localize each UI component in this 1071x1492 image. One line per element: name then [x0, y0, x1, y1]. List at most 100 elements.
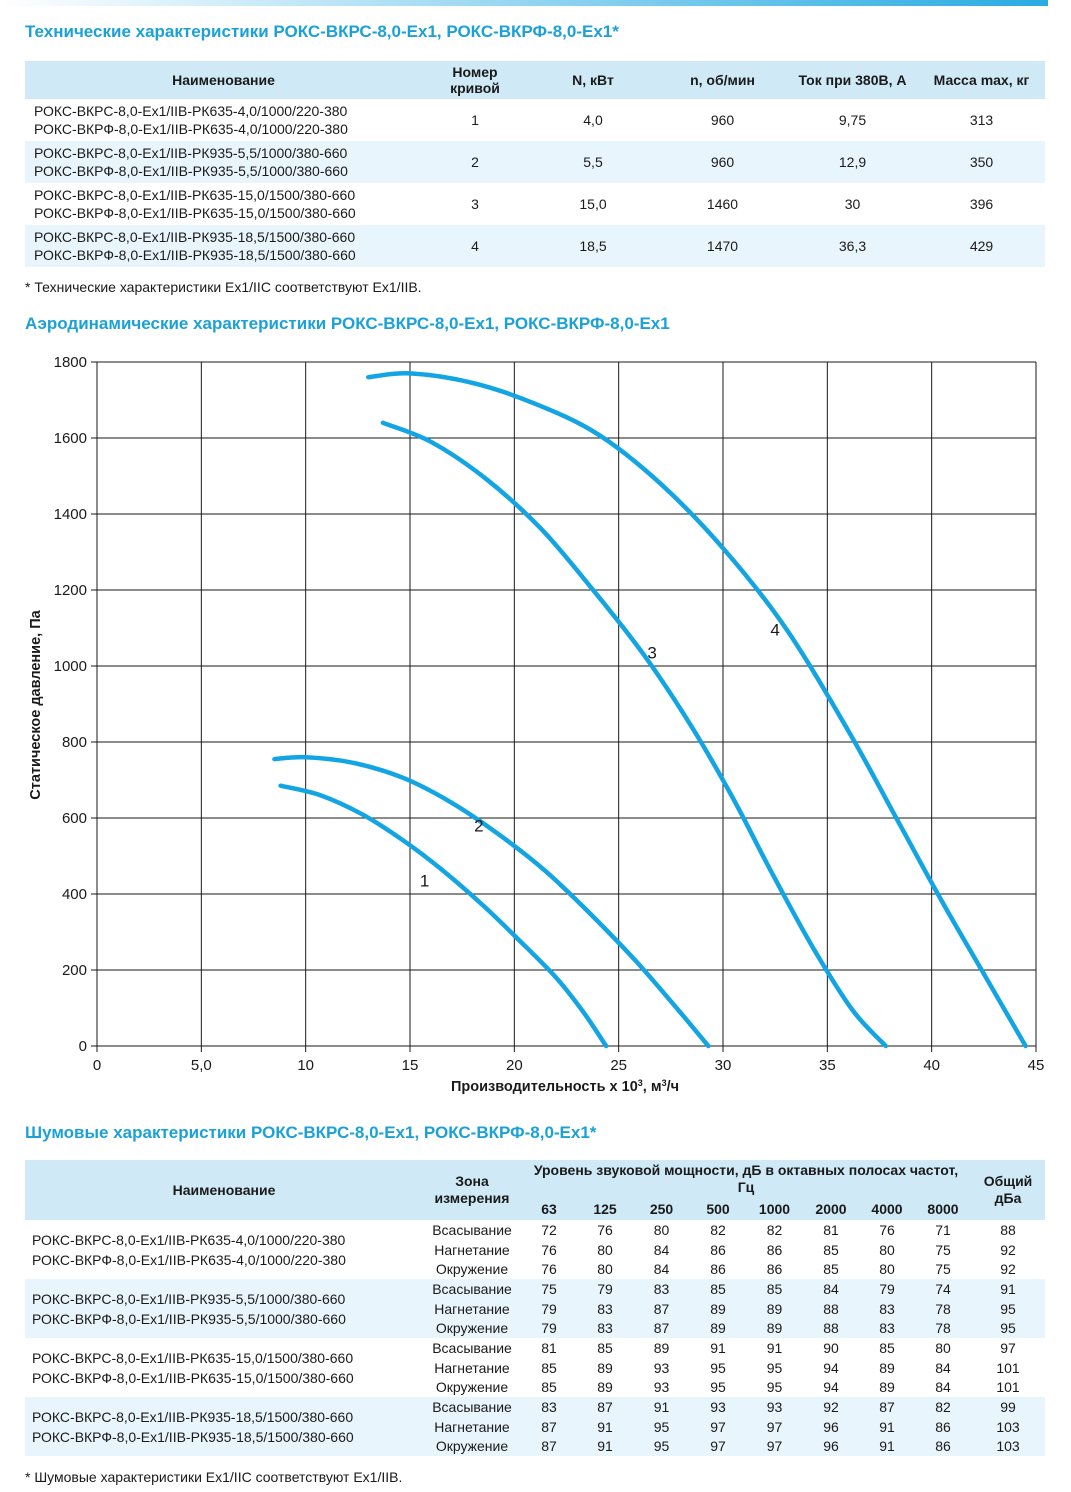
noise-level-value: 82 [766, 1221, 783, 1238]
noise-level-value: 85 [746, 1279, 803, 1299]
noise-zone: Окружение [435, 1379, 509, 1396]
noise-level-value: 91 [577, 1416, 633, 1437]
freq-250: 250 [633, 1198, 690, 1220]
x-tick-label: 20 [506, 1057, 523, 1074]
y-tick-label: 400 [62, 886, 87, 903]
freq-4000: 4000 [859, 1198, 915, 1220]
noise-model-name-line2: РОКС-ВКРФ-8,0-Ex1/IIB-РК935-18,5/1500/38… [32, 1428, 354, 1445]
spec-current: 30 [844, 196, 861, 212]
noise-model-name: РОКС-ВКРС-8,0-Ex1/IIB-РК635-15,0/1500/38… [25, 1338, 423, 1397]
noise-total-value: 92 [1000, 1241, 1016, 1258]
noise-table: Наименование Зона измерения Уровень звук… [25, 1160, 1045, 1457]
curve-label-2: 2 [474, 816, 483, 835]
freq-8000: 8000 [915, 1198, 971, 1220]
noise-level-value: 81 [823, 1221, 839, 1238]
noise-level-value: 83 [859, 1318, 915, 1339]
noise-level-value: 91 [577, 1436, 633, 1457]
noise-level-value: 86 [766, 1261, 783, 1278]
noise-level-value: 95 [633, 1416, 690, 1437]
noise-level-value: 86 [766, 1241, 783, 1258]
noise-zone: Всасывание [432, 1339, 512, 1356]
noise-level-value: 83 [521, 1397, 577, 1417]
spec-header-mass: Масса max, кг [918, 61, 1045, 99]
noise-row: РОКС-ВКРС-8,0-Ex1/IIB-РК635-4,0/1000/220… [25, 1220, 1045, 1268]
noise-level-value: 72 [541, 1221, 557, 1238]
spec-model-name: РОКС-ВКРС-8,0-Ex1/IIB-РК635-4,0/1000/220… [25, 99, 422, 141]
noise-level-value: 87 [633, 1298, 690, 1319]
noise-level-value: 83 [577, 1318, 633, 1339]
y-tick-label: 200 [62, 962, 87, 979]
chart-curves [272, 371, 1028, 1049]
noise-level-value: 94 [823, 1359, 839, 1376]
noise-level-value: 87 [521, 1416, 577, 1437]
noise-level-value: 74 [915, 1279, 971, 1299]
noise-level-value: 87 [521, 1436, 577, 1457]
noise-zone: Нагнетание [434, 1241, 510, 1258]
noise-zone: Всасывание [423, 1279, 521, 1299]
noise-level-value: 75 [935, 1241, 951, 1258]
noise-level-value: 91 [710, 1339, 726, 1356]
noise-model-name: РОКС-ВКРС-8,0-Ex1/IIB-РК935-5,5/1000/380… [25, 1279, 423, 1339]
noise-row: Нагнетание 87 91 95 97 97 96 91 86 103 [25, 1416, 1045, 1437]
x-tick-label: 30 [715, 1057, 732, 1074]
noise-level-value: 79 [859, 1279, 915, 1299]
noise-row: РОКС-ВКРС-8,0-Ex1/IIB-РК935-18,5/1500/38… [25, 1397, 1045, 1457]
spec-rpm: 1460 [706, 196, 739, 212]
noise-total-value: 101 [996, 1379, 1020, 1396]
noise-model-name-line1: РОКС-ВКРС-8,0-Ex1/IIB-РК635-4,0/1000/220… [32, 1231, 346, 1248]
noise-level-value: 79 [521, 1298, 577, 1319]
noise-level-value: 86 [710, 1241, 726, 1258]
noise-header-row: Наименование Зона измерения Уровень звук… [25, 1160, 1045, 1220]
spec-model-name: РОКС-ВКРС-8,0-Ex1/IIB-РК635-15,0/1500/38… [25, 183, 422, 225]
chart-grid [91, 361, 1037, 1052]
noise-zone: Всасывание [423, 1397, 521, 1417]
spec-header-power: N, кВт [528, 61, 658, 99]
noise-level-value: 89 [597, 1379, 613, 1396]
noise-level-value: 76 [541, 1241, 557, 1258]
y-tick-label: 1200 [54, 582, 87, 599]
noise-level-value: 80 [597, 1261, 613, 1278]
spec-row: РОКС-ВКРС-8,0-Ex1/IIB-РК635-4,0/1000/220… [25, 99, 1045, 141]
curve-label-4: 4 [770, 621, 779, 640]
spec-model-name-line1: РОКС-ВКРС-8,0-Ex1/IIB-РК635-4,0/1000/220… [34, 103, 348, 119]
spec-header-curve: Номер кривой [422, 61, 528, 99]
noise-total-value: 103 [971, 1416, 1045, 1437]
spec-rpm: 960 [710, 112, 735, 128]
spec-model-name-line1: РОКС-ВКРС-8,0-Ex1/IIB-РК935-5,5/1000/380… [34, 145, 348, 161]
noise-header-name: Наименование [25, 1160, 423, 1220]
noise-level-value: 87 [633, 1318, 690, 1339]
spec-mass: 313 [969, 112, 994, 128]
noise-group: РОКС-ВКРС-8,0-Ex1/IIB-РК635-15,0/1500/38… [25, 1338, 1045, 1397]
noise-header-level-text: Уровень звуковой мощности, дБ в октавных… [533, 1162, 959, 1195]
noise-row: Нагнетание 85 89 93 95 95 94 89 84 101 [25, 1358, 1045, 1378]
noise-total-value: 101 [996, 1359, 1020, 1376]
noise-level-value: 76 [879, 1221, 895, 1238]
noise-level-value: 89 [879, 1359, 895, 1376]
noise-model-name-line2: РОКС-ВКРФ-8,0-Ex1/IIB-РК935-5,5/1000/380… [32, 1310, 346, 1327]
noise-level-value: 82 [710, 1221, 726, 1238]
x-tick-label: 10 [297, 1057, 314, 1074]
noise-level-value: 84 [653, 1261, 670, 1278]
spec-power: 4,0 [583, 112, 603, 128]
noise-level-value: 91 [859, 1416, 915, 1437]
noise-level-value: 97 [690, 1436, 746, 1457]
noise-level-value: 83 [577, 1298, 633, 1319]
noise-level-value: 80 [935, 1339, 951, 1356]
noise-level-value: 86 [915, 1436, 971, 1457]
x-tick-label: 35 [819, 1057, 836, 1074]
noise-footnote: * Шумовые характеристики Ex1/IIC соответ… [25, 1469, 403, 1485]
noise-group: РОКС-ВКРС-8,0-Ex1/IIB-РК635-4,0/1000/220… [25, 1220, 1045, 1279]
noise-freq-row: 63 125 250 500 1000 2000 4000 8000 [25, 1198, 1045, 1220]
noise-row: Нагнетание 79 83 87 89 89 88 83 78 95 [25, 1298, 1045, 1319]
noise-level-value: 86 [710, 1261, 726, 1278]
spec-current: 12,9 [787, 141, 918, 183]
x-tick-label: 25 [610, 1057, 627, 1074]
spec-row: РОКС-ВКРС-8,0-Ex1/IIB-РК935-5,5/1000/380… [25, 141, 1045, 183]
noise-level-value: 89 [746, 1318, 803, 1339]
noise-level-value: 94 [823, 1379, 839, 1396]
noise-level-value: 79 [577, 1279, 633, 1299]
noise-level-value: 83 [633, 1279, 690, 1299]
noise-level-value: 87 [859, 1397, 915, 1417]
freq-125: 125 [577, 1198, 633, 1220]
noise-level-value: 84 [935, 1379, 951, 1396]
